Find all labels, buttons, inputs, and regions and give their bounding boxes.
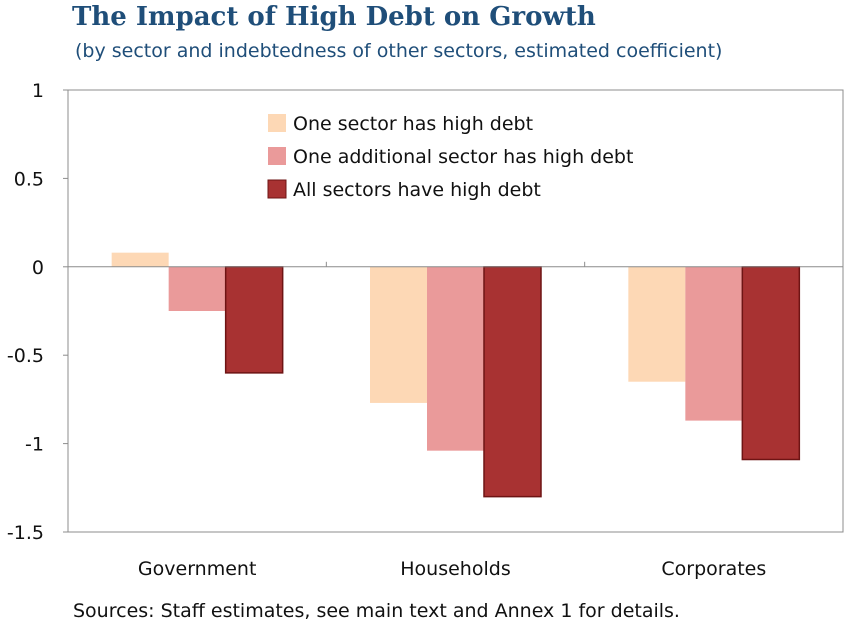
x-category-label: Corporates: [661, 558, 766, 580]
chart-subtitle: (by sector and indebtedness of other sec…: [75, 40, 723, 62]
bars: [111, 252, 801, 498]
y-tick-label: -1: [25, 434, 44, 456]
bar-corporates-series-3: [741, 266, 801, 461]
y-tick-label: 0.5: [14, 168, 44, 190]
y-axis: 1 0.5 0 -0.5 -1 -1.5: [7, 80, 844, 544]
y-tick-label: -0.5: [7, 345, 44, 367]
x-axis: Government Households Corporates: [68, 261, 843, 580]
legend-swatch: [268, 114, 286, 132]
bar-households-series-3: [483, 266, 542, 498]
bar-government-series-2: [168, 266, 226, 311]
legend-label: One additional sector has high debt: [293, 146, 633, 168]
chart-title: The Impact of High Debt on Growth: [72, 2, 596, 32]
legend-label: All sectors have high debt: [293, 179, 541, 201]
plot-frame: [67, 89, 844, 533]
y-tick-label: 0: [32, 257, 44, 279]
x-category-label: Households: [400, 558, 510, 580]
legend-swatch: [268, 147, 286, 165]
bar-corporates-series-2: [685, 266, 743, 421]
y-tick-label: 1: [32, 80, 44, 102]
bar-government-series-1: [111, 252, 169, 267]
legend-label: One sector has high debt: [293, 113, 533, 135]
bar-households-series-2: [427, 266, 484, 451]
source-note: Sources: Staff estimates, see main text …: [73, 600, 680, 622]
y-tick-label: -1.5: [7, 522, 44, 544]
legend-swatch: [267, 179, 287, 199]
bar-government-series-3: [224, 266, 284, 374]
bar-corporates-series-1: [628, 266, 686, 382]
bar-households-series-1: [370, 266, 427, 403]
x-category-label: Government: [138, 558, 257, 580]
legend: One sector has high debt One additional s…: [267, 113, 633, 201]
